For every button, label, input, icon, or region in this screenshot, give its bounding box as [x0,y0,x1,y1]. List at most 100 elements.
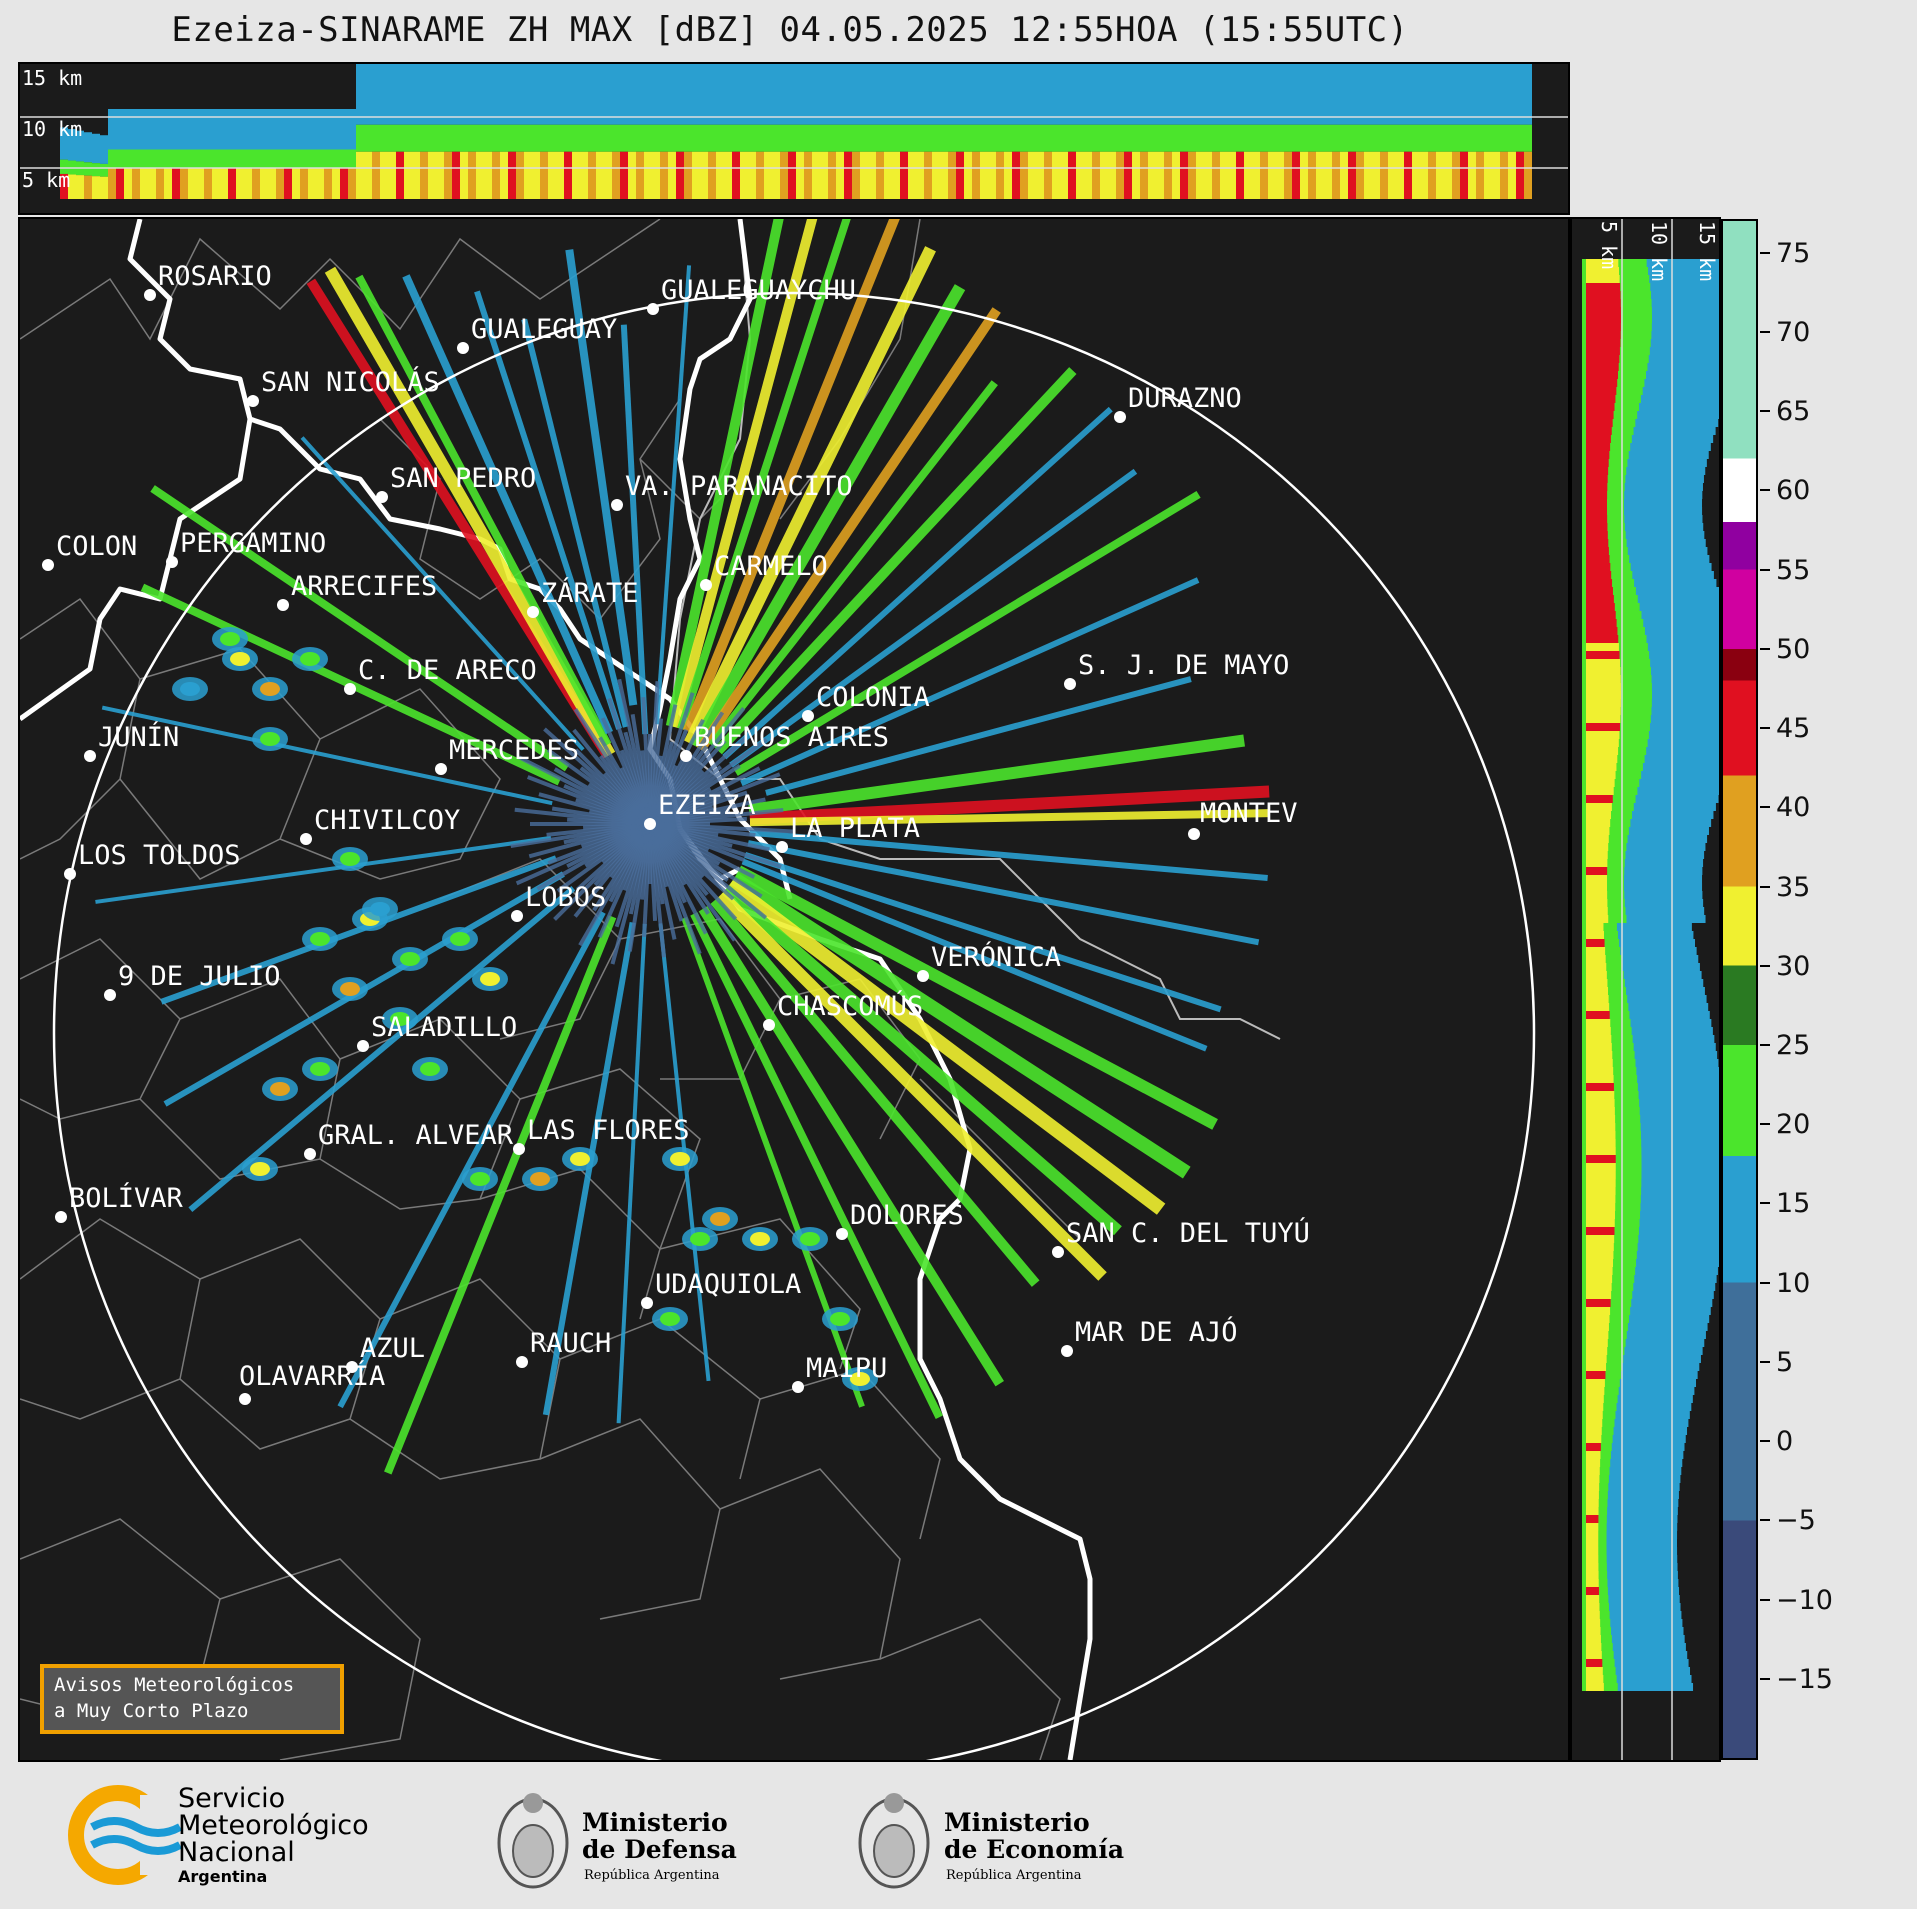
side-band-core [1586,1443,1601,1451]
top-band-upper [1100,64,1108,125]
top-band-core [940,151,948,199]
top-band-core [1268,151,1276,199]
echo-ray [710,897,1040,1287]
top-band-core [964,151,972,199]
side-band-outer [1582,939,1696,947]
top-band-mid [1244,124,1252,152]
top-band-mid [476,124,484,152]
top-band-core [356,151,364,199]
top-height-label-10: 10 km [22,117,82,141]
top-band-upper [1356,64,1364,125]
echo-ray [188,885,576,1212]
echo-cell-core [370,902,390,916]
top-band-upper [1268,64,1276,125]
alert-button[interactable]: Avisos Meteorológicos a Muy Corto Plazo [40,1664,344,1734]
echo-cell-core [830,1312,850,1326]
top-band-core [1308,151,1316,199]
top-band-upper [1380,64,1388,125]
side-band-outer [1582,1499,1679,1507]
echo-ray [765,676,1192,796]
top-band-upper [628,64,636,125]
side-band-core [1586,443,1611,451]
top-band-upper [1116,64,1124,125]
city-marker: VERÓNICA [917,941,1061,982]
top-band-core [684,151,692,199]
colorbar-tick [1760,410,1770,413]
side-band-outer [1582,851,1705,859]
top-band-core [1028,151,1036,199]
top-band-mid [596,124,604,152]
top-band-core [620,151,628,199]
side-band-core [1586,619,1617,627]
side-band-core [1586,771,1616,779]
city-label: DOLORES [850,1200,964,1231]
side-band-core [1586,1347,1608,1355]
top-band-mid [1404,124,1412,152]
top-band-core [1100,151,1108,199]
side-cross-section-panel: 5 km 10 km 15 km [1570,217,1721,1762]
top-band-core [1404,151,1412,199]
top-band-mid [964,124,972,152]
top-band-upper [948,64,956,125]
top-band-mid [556,124,564,152]
echo-cell-core [420,1062,440,1076]
top-band-upper [844,64,852,125]
side-band-core [1586,1339,1608,1347]
city-marker: MONTEV [1188,798,1298,840]
echo-ray [729,468,1138,768]
top-band-upper [516,64,524,125]
echo-ray [749,829,1268,882]
top-band-upper [332,109,340,150]
top-band-core [860,151,868,199]
city-dot-icon [511,910,523,922]
side-band-outer [1582,539,1706,547]
top-band-upper [908,64,916,125]
top-band-core [60,173,68,199]
side-band-core [1586,323,1621,331]
side-band-core [1586,1051,1613,1059]
side-band-outer [1582,515,1703,523]
side-band-core [1586,1011,1610,1019]
top-band-core [644,151,652,199]
top-band-mid [404,124,412,152]
city-label: DURAZNO [1128,383,1242,414]
top-band-upper [652,64,660,125]
colorbar-tick [1760,1440,1770,1443]
side-band-core [1586,1243,1614,1251]
city-marker: SAN NICOLÁS [247,366,440,407]
side-band-core [1586,1355,1607,1363]
top-band-upper [188,109,196,150]
side-band-outer [1582,611,1719,619]
city-dot-icon [917,970,929,982]
side-band-outer [1582,1555,1678,1563]
top-height-label-5: 5 km [22,168,70,192]
top-band-upper [244,109,252,150]
top-band-upper [1196,64,1204,125]
top-band-upper [1188,64,1196,125]
top-band-mid [836,124,844,152]
top-band-core [628,151,636,199]
city-marker: CHIVILCOY [300,805,460,845]
side-band-outer [1582,859,1704,867]
top-band-mid [1316,124,1324,152]
top-band-upper [580,64,588,125]
top-band-upper [1364,64,1372,125]
top-band-core [1036,151,1044,199]
top-band-upper [756,64,764,125]
top-band-upper [1484,64,1492,125]
side-band-core [1586,275,1620,283]
top-band-core [572,151,580,199]
colorbar-tick-label: 35 [1776,871,1811,903]
city-label: EZEIZA [658,790,756,821]
side-band-outer [1582,1139,1719,1147]
side-band-outer [1582,1011,1710,1019]
top-band-core [332,167,340,199]
side-band-outer [1582,843,1706,851]
parana-river-upper [20,418,253,722]
side-band-core [1586,1651,1602,1659]
top-band-upper [132,109,140,150]
top-band-upper [452,64,460,125]
city-marker: 9 DE JULIO [104,961,281,1001]
echo-ray [721,885,1122,1236]
top-band-core [380,151,388,199]
